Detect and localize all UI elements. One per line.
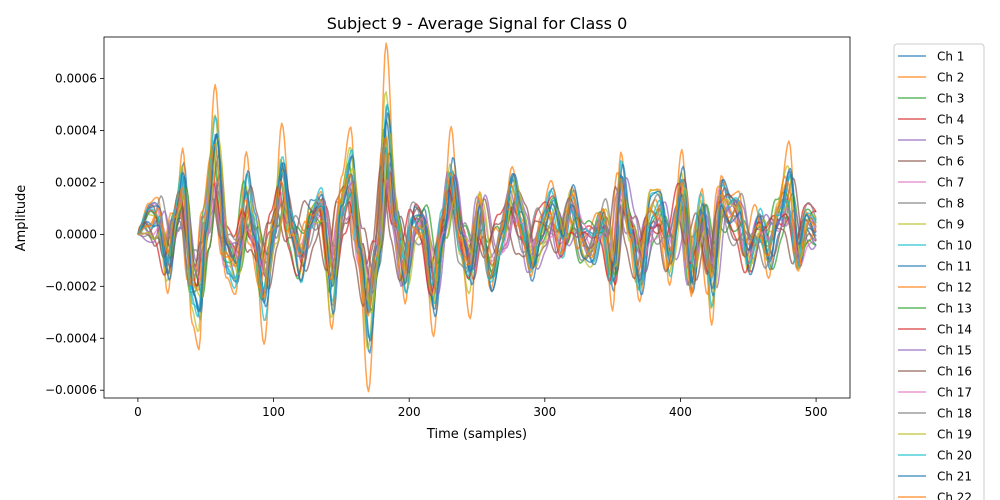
series-lines — [137, 42, 817, 393]
legend-label: Ch 5 — [937, 134, 964, 148]
legend-label: Ch 15 — [937, 344, 972, 358]
legend: Ch 1 Ch 2 Ch 3 Ch 4 Ch 5 Ch 6 Ch 7 Ch 8 Ch 9 Ch 1… — [893, 43, 985, 500]
y-tick-label: 0.0004 — [55, 123, 97, 137]
legend-label: Ch 7 — [937, 176, 964, 190]
legend-label: Ch 12 — [937, 281, 972, 295]
x-tick-label: 300 — [533, 405, 556, 419]
x-axis: 0 100 200 300 400 500 — [134, 398, 828, 419]
legend-label: Ch 20 — [937, 449, 972, 463]
legend-label: Ch 4 — [937, 113, 964, 127]
plot-frame — [103, 36, 851, 399]
y-tick-label: 0.0000 — [55, 227, 97, 241]
legend-label: Ch 18 — [937, 407, 972, 421]
x-axis-label: Time (samples) — [426, 427, 527, 442]
legend-label: Ch 3 — [937, 92, 964, 106]
legend-label: Ch 8 — [937, 197, 964, 211]
y-tick-label: 0.0002 — [55, 175, 97, 189]
legend-label: Ch 9 — [937, 218, 964, 232]
legend-label: Ch 21 — [937, 470, 972, 484]
legend-label: Ch 6 — [937, 155, 964, 169]
y-tick-label: 0.0006 — [55, 72, 97, 86]
legend-label: Ch 19 — [937, 428, 972, 442]
chart-title: Subject 9 - Average Signal for Class 0 — [327, 14, 628, 33]
x-tick-label: 0 — [134, 405, 142, 419]
x-tick-label: 500 — [805, 405, 828, 419]
legend-label: Ch 16 — [937, 365, 972, 379]
y-axis: −0.0006 −0.0004 −0.0002 0.0000 0.0002 0.0004 0… — [45, 72, 104, 397]
series-line-ch-21 — [137, 119, 817, 314]
y-tick-label: −0.0004 — [45, 331, 97, 345]
legend-label: Ch 17 — [937, 386, 972, 400]
x-tick-label: 400 — [669, 405, 692, 419]
legend-label: Ch 14 — [937, 323, 972, 337]
legend-label: Ch 11 — [937, 260, 972, 274]
legend-label: Ch 2 — [937, 71, 964, 85]
legend-frame — [893, 43, 985, 500]
series-line-ch-19 — [137, 131, 817, 315]
x-tick-label: 200 — [398, 405, 421, 419]
y-tick-label: −0.0006 — [45, 383, 97, 397]
y-axis-label: Amplitude — [14, 185, 29, 252]
y-tick-label: −0.0002 — [45, 279, 97, 293]
legend-label: Ch 10 — [937, 239, 972, 253]
legend-label: Ch 13 — [937, 302, 972, 316]
legend-items: Ch 1 Ch 2 Ch 3 Ch 4 Ch 5 Ch 6 Ch 7 Ch 8 Ch 9 Ch 1… — [898, 50, 972, 500]
legend-label: Ch 1 — [937, 50, 964, 64]
series-line-ch-22 — [137, 136, 817, 317]
x-tick-label: 100 — [262, 405, 285, 419]
legend-label: Ch 22 — [937, 491, 972, 500]
